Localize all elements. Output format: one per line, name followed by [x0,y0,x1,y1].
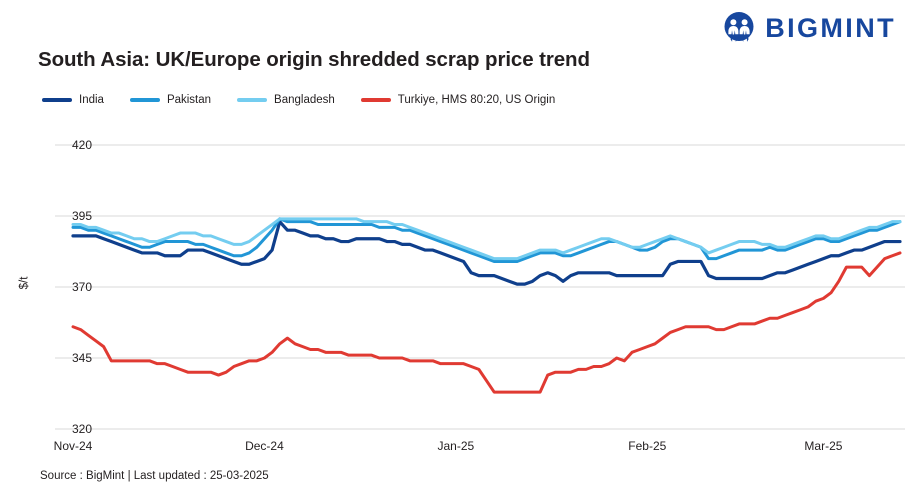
x-tick-label: Jan-25 [437,439,475,453]
x-tick-label: Feb-25 [628,439,667,453]
y-axis-tick-labels: 320 345 370 395 420 [0,0,92,497]
legend-label-turkiye: Turkiye, HMS 80:20, US Origin [397,94,556,106]
legend-label-india: India [79,94,104,106]
page-title: South Asia: UK/Europe origin shredded sc… [38,48,590,71]
y-tick-label: 370 [71,280,92,294]
y-tick-label: 395 [71,209,92,223]
x-tick-label: Nov-24 [53,439,93,453]
legend-label-bangladesh: Bangladesh [274,94,335,106]
chart-source-note: Source : BigMint | Last updated : 25-03-… [40,470,269,482]
x-axis-tick-labels: Nov-24 Dec-24 Jan-25 Feb-25 Mar-25 [0,439,918,459]
legend-item-turkiye[interactable]: Turkiye, HMS 80:20, US Origin [360,94,556,106]
bigmint-logo: BIGMINT [722,11,896,45]
legend-swatch-turkiye [360,98,391,102]
legend-swatch-pakistan [129,98,160,102]
legend-swatch-india [42,98,72,102]
series-line-bangladesh [71,217,902,261]
x-tick-label: Dec-24 [245,439,284,453]
bigmint-people-circle-icon [724,12,754,42]
bigmint-wordmark: BIGMINT [765,12,896,43]
series-line-pakistan [71,217,902,263]
y-tick-label: 345 [71,351,92,365]
legend-item-bangladesh[interactable]: Bangladesh [237,94,335,106]
legend-item-india[interactable]: India [42,94,104,106]
x-tick-label: Mar-25 [804,439,843,453]
legend-item-pakistan[interactable]: Pakistan [129,94,212,106]
legend-label-pakistan: Pakistan [166,94,212,106]
y-tick-label: 320 [71,422,92,436]
series-line-india [71,220,902,286]
legend-swatch-bangladesh [237,98,268,102]
y-tick-label: 420 [71,138,92,152]
chart-legend: India Pakistan Bangladesh Turkiye, HMS 8… [42,94,581,106]
series-line-turkiye [71,251,902,394]
